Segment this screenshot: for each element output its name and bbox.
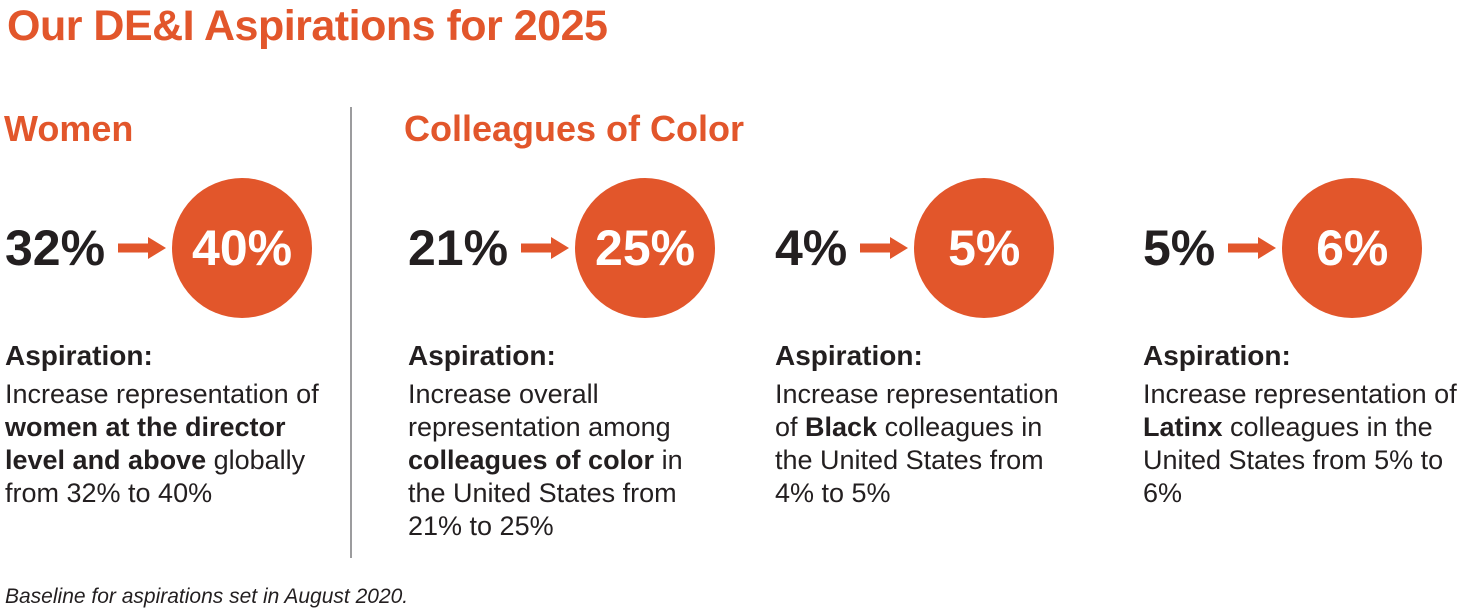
aspiration-text-pre: Increase representation of bbox=[775, 379, 1059, 442]
target-value: 5% bbox=[948, 220, 1021, 276]
aspiration-text-post: in the United States from 21% to 25% bbox=[408, 445, 683, 541]
aspiration-text-highlight: women at the director level and above bbox=[5, 412, 286, 475]
target-value-circle: 5% bbox=[914, 178, 1055, 318]
aspiration-label: Aspiration: bbox=[1143, 340, 1291, 371]
target-value: 6% bbox=[1316, 220, 1389, 276]
stat-card-latinx-colleagues: 5% 6% Aspiration: Increase representatio… bbox=[1143, 178, 1459, 510]
aspiration-text-post: globally from 32% to 40% bbox=[5, 445, 306, 508]
right-arrow-icon bbox=[1228, 236, 1277, 260]
aspiration-text-pre: Increase overall representation among bbox=[408, 379, 671, 442]
section-divider-line bbox=[350, 107, 352, 558]
target-value-circle: 25% bbox=[575, 178, 716, 318]
aspiration-text-highlight: Black bbox=[805, 412, 878, 442]
baseline-footnote: Baseline for aspirations set in August 2… bbox=[5, 585, 409, 608]
aspiration-label: Aspiration: bbox=[775, 340, 923, 371]
aspiration-text-highlight: Latinx bbox=[1143, 412, 1223, 442]
aspiration-text: Increase overall representation among co… bbox=[408, 378, 690, 543]
baseline-value: 5% bbox=[1143, 220, 1216, 276]
aspiration-text-pre: Increase representation of bbox=[5, 379, 319, 409]
baseline-value: 4% bbox=[775, 220, 848, 276]
aspiration-text-post: colleagues in the United States from 5% … bbox=[1143, 412, 1444, 508]
stat-row: 5% 6% bbox=[1143, 178, 1459, 318]
stat-card-women: 32% 40% Aspiration: Increase representat… bbox=[5, 178, 345, 510]
aspiration-text-post: colleagues in the United States from 4% … bbox=[775, 412, 1044, 508]
aspiration-block: Aspiration: Increase representation of B… bbox=[775, 340, 1077, 510]
section-header-women: Women bbox=[4, 108, 134, 149]
baseline-value: 21% bbox=[408, 220, 509, 276]
stat-row: 32% 40% bbox=[5, 178, 345, 318]
aspiration-text-pre: Increase representation of bbox=[1143, 379, 1457, 409]
aspiration-text: Increase representation of women at the … bbox=[5, 378, 345, 510]
right-arrow-icon bbox=[521, 236, 570, 260]
aspiration-text: Increase representation of Black colleag… bbox=[775, 378, 1077, 510]
right-arrow-icon bbox=[860, 236, 909, 260]
baseline-value: 32% bbox=[5, 220, 106, 276]
stat-card-colleagues-of-color: 21% 25% Aspiration: Increase overall rep… bbox=[408, 178, 716, 543]
target-value: 25% bbox=[595, 220, 696, 276]
stat-card-black-colleagues: 4% 5% Aspiration: Increase representatio… bbox=[775, 178, 1077, 510]
aspiration-block: Aspiration: Increase representation of w… bbox=[5, 340, 345, 510]
stat-row: 4% 5% bbox=[775, 178, 1077, 318]
aspiration-block: Aspiration: Increase overall representat… bbox=[408, 340, 715, 543]
aspiration-text-highlight: colleagues of color bbox=[408, 445, 655, 475]
right-arrow-icon bbox=[118, 236, 167, 260]
stat-row: 21% 25% bbox=[408, 178, 716, 318]
target-value: 40% bbox=[192, 220, 293, 276]
target-value-circle: 40% bbox=[172, 178, 313, 318]
aspiration-label: Aspiration: bbox=[408, 340, 556, 371]
aspiration-block: Aspiration: Increase representation of L… bbox=[1143, 340, 1459, 510]
aspiration-text: Increase representation of Latinx collea… bbox=[1143, 378, 1459, 510]
target-value-circle: 6% bbox=[1282, 178, 1423, 318]
page-title: Our DE&I Aspirations for 2025 bbox=[7, 2, 608, 50]
aspiration-label: Aspiration: bbox=[5, 340, 153, 371]
section-header-colleagues-of-color: Colleagues of Color bbox=[404, 108, 745, 149]
